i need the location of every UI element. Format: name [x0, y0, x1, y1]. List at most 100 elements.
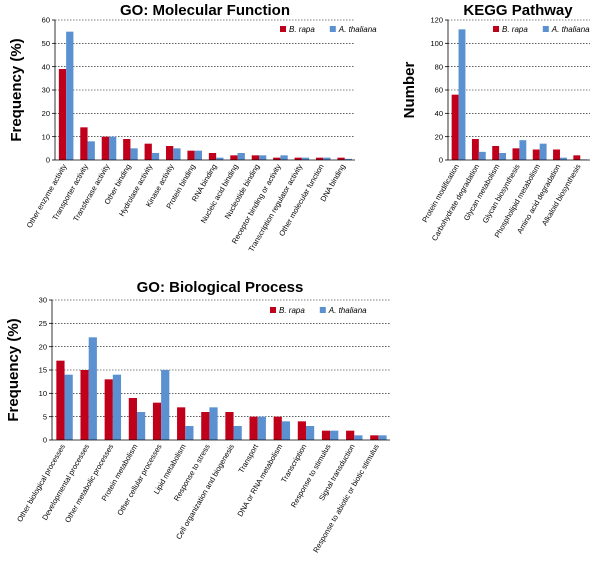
bar-a-thaliana — [216, 157, 224, 160]
y-tick-label: 5 — [43, 412, 47, 421]
bar-a-thaliana — [237, 153, 245, 160]
chart-kegg: KEGG PathwayNumber020406080100120Protein… — [401, 2, 590, 242]
chart-title: KEGG Pathway — [463, 2, 573, 19]
bar-a-thaliana — [161, 370, 170, 440]
bar-a-thaliana — [323, 157, 331, 160]
bar-b-rapa — [553, 149, 560, 160]
bar-a-thaliana — [478, 151, 486, 160]
bar-b-rapa — [187, 150, 195, 160]
bar-b-rapa — [101, 136, 109, 160]
y-tick-label: 80 — [435, 62, 443, 71]
bar-b-rapa — [451, 94, 459, 160]
bar-a-thaliana — [151, 153, 160, 160]
bar-b-rapa — [128, 398, 137, 440]
bar-b-rapa — [177, 407, 186, 440]
bar-a-thaliana — [281, 421, 291, 440]
category-label: Alkaloid biosynthesis — [540, 162, 583, 227]
bar-a-thaliana — [499, 153, 507, 160]
y-axis-label: Frequency (%) — [8, 38, 25, 141]
bar-a-thaliana — [185, 426, 194, 440]
bar-b-rapa — [297, 421, 306, 440]
y-tick-label: 30 — [39, 296, 47, 305]
bar-b-rapa — [273, 157, 281, 160]
y-tick-label: 0 — [46, 156, 50, 165]
bar-b-rapa — [337, 157, 345, 160]
legend-label: B. rapa — [289, 25, 315, 34]
y-tick-label: 20 — [435, 132, 443, 141]
bar-a-thaliana — [378, 435, 387, 440]
y-tick-label: 20 — [39, 342, 47, 351]
bar-b-rapa — [201, 412, 210, 440]
bar-a-thaliana — [301, 157, 310, 160]
bar-a-thaliana — [109, 136, 117, 160]
y-axis-label: Frequency (%) — [5, 318, 22, 421]
y-tick-label: 0 — [43, 436, 47, 445]
bar-b-rapa — [208, 153, 217, 160]
bar-a-thaliana — [112, 374, 122, 440]
y-axis-label: Number — [401, 62, 418, 119]
bar-a-thaliana — [259, 155, 267, 160]
bar-a-thaliana — [330, 430, 339, 440]
category-label: DNA or RNA metabolism — [235, 443, 284, 519]
bar-a-thaliana — [64, 374, 73, 440]
bar-b-rapa — [144, 143, 152, 160]
bar-a-thaliana — [280, 155, 288, 160]
chart-bp: GO: Biological Process Frequency (%) 0 5 10 1… — [5, 279, 390, 554]
bar-a-thaliana — [344, 158, 352, 160]
bar-b-rapa — [346, 430, 355, 440]
bar-b-rapa — [225, 412, 234, 440]
bar-b-rapa — [230, 155, 238, 160]
bar-a-thaliana — [559, 157, 567, 160]
bar-b-rapa — [471, 139, 479, 160]
bar-a-thaliana — [130, 148, 138, 160]
bar-b-rapa — [532, 149, 540, 160]
bar-a-thaliana — [539, 143, 547, 160]
bar-b-rapa — [80, 127, 88, 160]
legend-label: A. thaliana — [328, 306, 367, 315]
bar-b-rapa — [316, 157, 324, 160]
legend-label: B. rapa — [502, 25, 528, 34]
chart-title: GO: Biological Process — [137, 279, 304, 296]
legend-swatch — [542, 26, 549, 32]
bar-b-rapa — [492, 146, 500, 160]
bar-b-rapa — [104, 379, 113, 440]
bar-a-thaliana — [136, 412, 146, 440]
legend-swatch — [329, 26, 336, 32]
legend-label: B. rapa — [279, 306, 305, 315]
y-tick-label: 60 — [435, 86, 443, 95]
category-label: Transport — [236, 442, 260, 475]
bar-b-rapa — [249, 416, 258, 440]
chart-mf: GO: Molecular Function Frequency (%) 0 10 20… — [8, 2, 377, 253]
bar-b-rapa — [56, 360, 65, 440]
bar-a-thaliana — [88, 337, 97, 440]
chart-title: GO: Molecular Function — [120, 2, 290, 19]
y-tick-label: 50 — [42, 39, 50, 48]
bar-b-rapa — [123, 139, 131, 160]
bar-a-thaliana — [519, 140, 527, 160]
y-tick-label: 40 — [42, 62, 50, 71]
bar-b-rapa — [512, 148, 520, 160]
bar-a-thaliana — [87, 141, 95, 160]
y-tick-label: 100 — [430, 39, 443, 48]
legend-swatch — [270, 307, 276, 313]
bar-a-thaliana — [194, 150, 202, 160]
bar-b-rapa — [80, 370, 89, 440]
legend-label: A. thaliana — [338, 25, 377, 34]
bar-a-thaliana — [233, 426, 242, 440]
bar-b-rapa — [58, 69, 67, 160]
y-tick-label: 20 — [42, 109, 50, 118]
legend-swatch — [493, 26, 499, 32]
bar-a-thaliana — [209, 407, 218, 440]
y-tick-label: 120 — [430, 16, 443, 25]
bar-a-thaliana — [173, 148, 181, 160]
bar-a-thaliana — [458, 29, 466, 161]
bar-b-rapa — [370, 435, 379, 440]
bar-b-rapa — [294, 157, 302, 160]
y-tick-label: 10 — [39, 389, 47, 398]
legend-label: A. thaliana — [551, 25, 590, 34]
y-tick-label: 30 — [42, 86, 50, 95]
y-tick-label: 60 — [42, 16, 50, 25]
bar-a-thaliana — [66, 31, 74, 160]
legend-swatch — [280, 26, 286, 32]
